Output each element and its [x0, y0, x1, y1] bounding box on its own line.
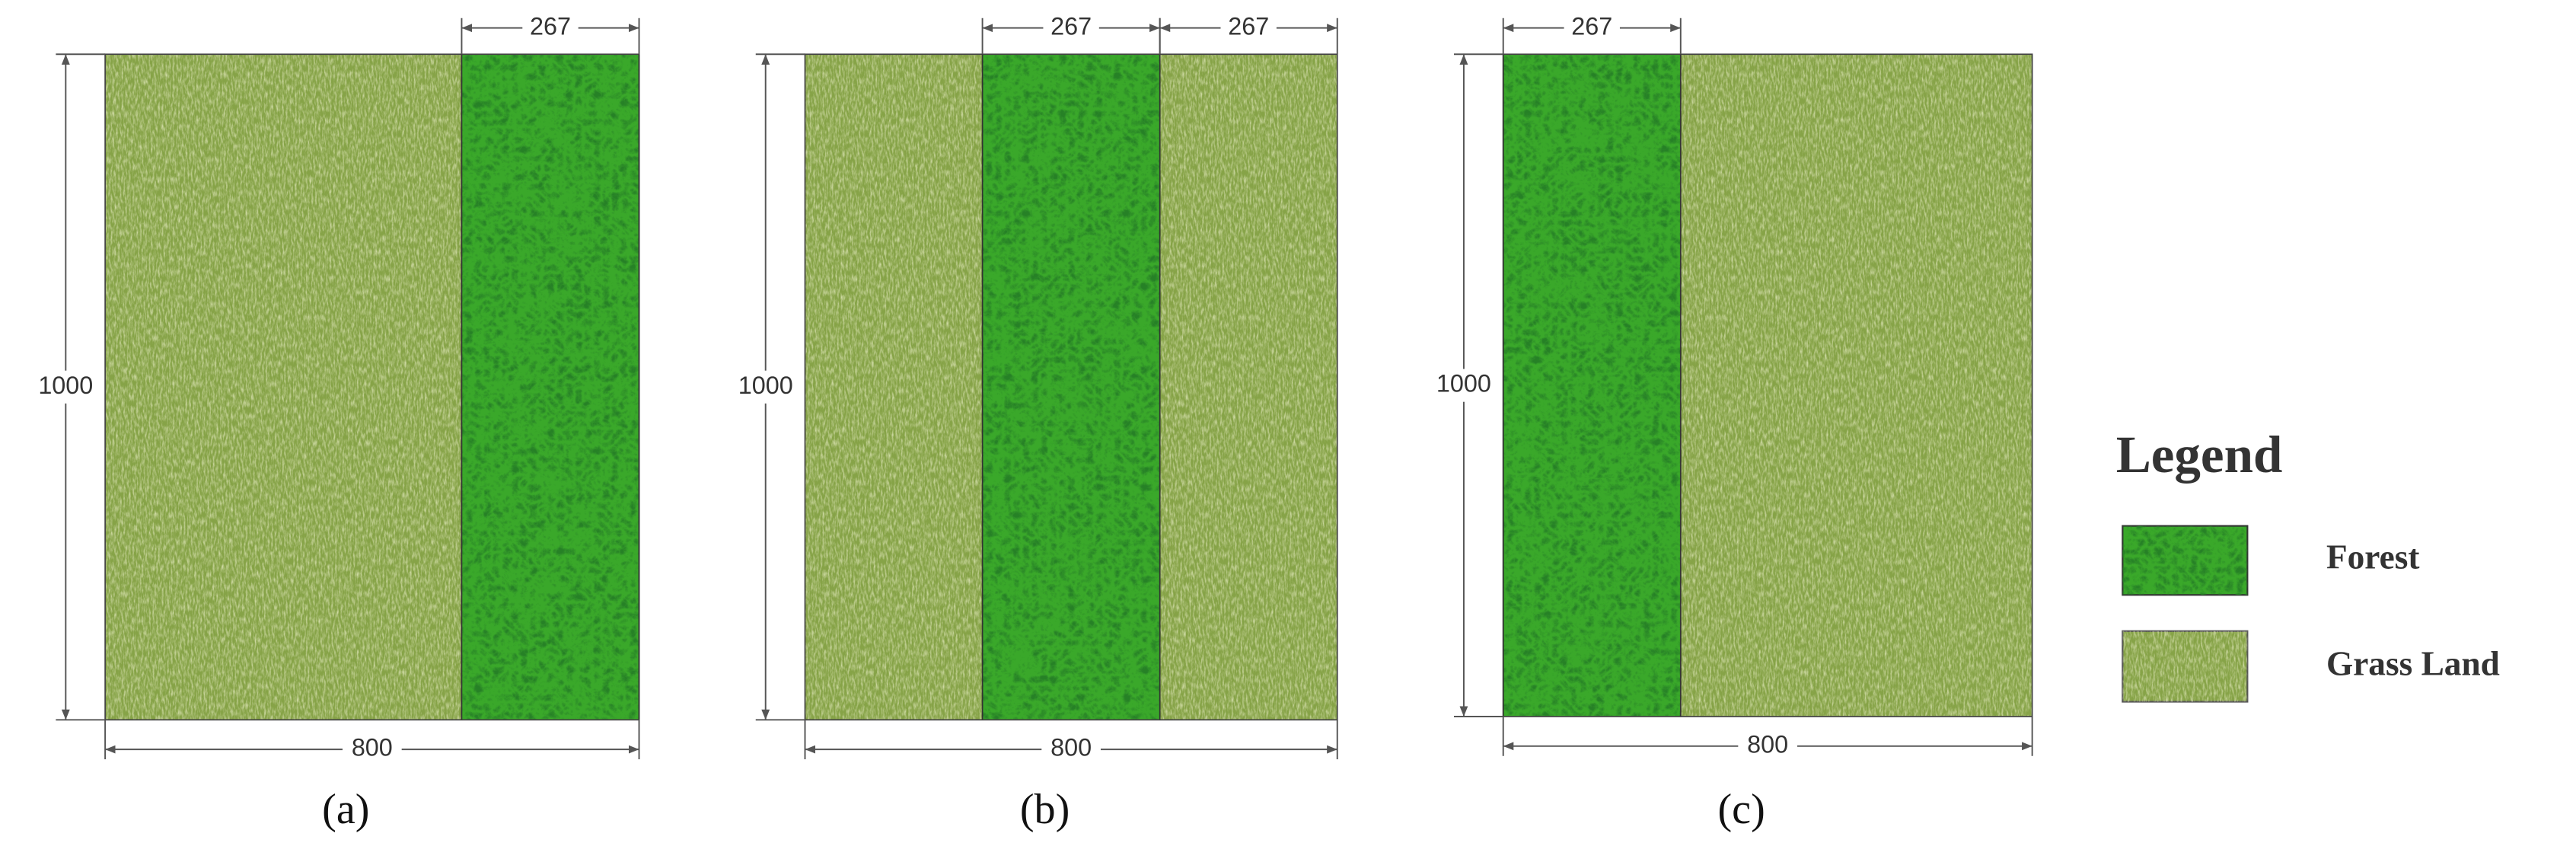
- panel-caption: (c): [1718, 786, 1765, 833]
- legend: Legend Forest Grass Land: [2116, 425, 2500, 703]
- panel-caption: (a): [322, 786, 369, 833]
- dim-label-bg: [735, 370, 795, 404]
- dim-label-bg: [1434, 369, 1494, 402]
- dim-label-bg: [1738, 731, 1798, 761]
- height-label: 1000: [1436, 370, 1491, 397]
- top-dim-label: 267: [1050, 12, 1092, 40]
- dim-label-bg: [1043, 13, 1099, 43]
- forest-texture: [461, 54, 639, 720]
- legend-item: Forest: [2326, 538, 2419, 576]
- dim-label-bg: [522, 13, 579, 43]
- width-label: 800: [1050, 734, 1092, 761]
- dim-label-bg: [36, 370, 96, 404]
- width-label: 800: [352, 734, 393, 761]
- panel-caption: (b): [1020, 786, 1070, 833]
- top-dim-label: 267: [1228, 12, 1269, 40]
- dim-label-bg: [342, 734, 402, 765]
- legend-item: Grass Land: [2326, 645, 2500, 683]
- dim-label-bg: [1564, 13, 1620, 43]
- plot-border: [804, 53, 1338, 721]
- forest-texture: [1503, 54, 1681, 717]
- top-dim-label: 267: [530, 12, 571, 40]
- forest-texture: [2122, 525, 2248, 595]
- forest-texture: [982, 54, 1160, 720]
- top-dim-label: 267: [1571, 12, 1612, 40]
- height-label: 1000: [38, 372, 93, 399]
- panels: 1000 800 267 (a) 1000 800 267 267 (b) 1000 800 267 (…: [36, 12, 2033, 833]
- dim-label-bg: [1041, 734, 1101, 765]
- width-label: 800: [1747, 730, 1788, 758]
- dim-label-bg: [1220, 13, 1277, 43]
- legend-title: Legend: [2116, 425, 2283, 484]
- height-label: 1000: [738, 372, 793, 399]
- grass-texture: [2122, 631, 2248, 702]
